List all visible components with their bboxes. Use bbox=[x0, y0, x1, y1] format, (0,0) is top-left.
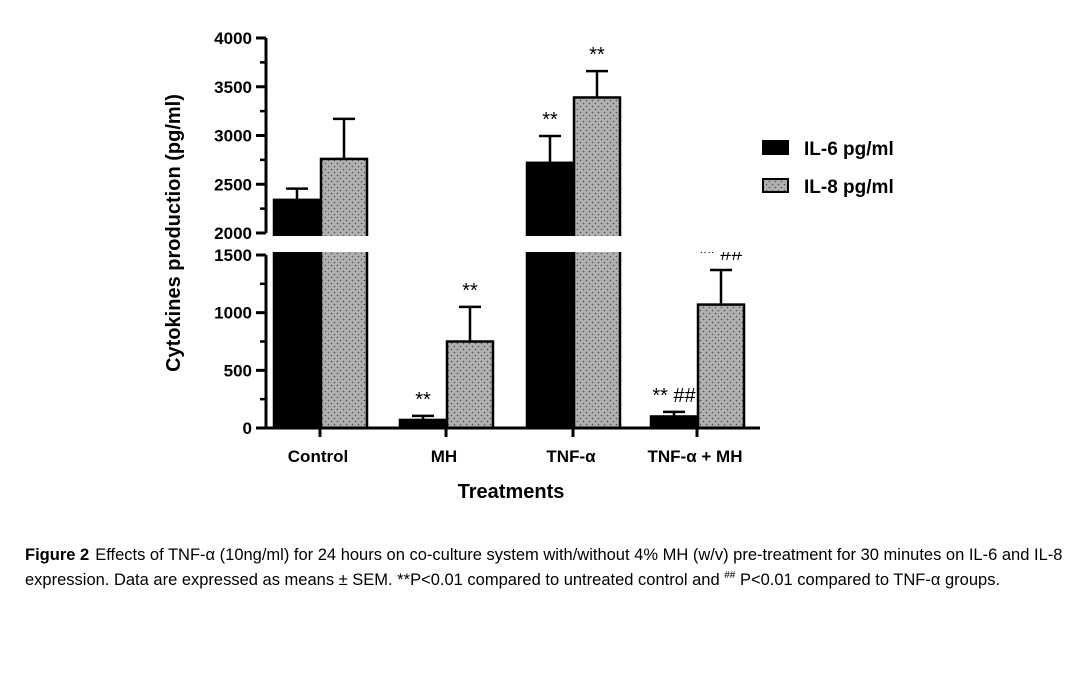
significance-label-1-1: ** bbox=[462, 280, 478, 302]
x-tick-label-0: Control bbox=[288, 447, 348, 466]
caption-sup: ## bbox=[724, 570, 736, 581]
bar-il8-1 bbox=[445, 340, 495, 430]
legend-swatch-il8 bbox=[762, 178, 789, 193]
bar-il8-3 bbox=[696, 303, 746, 430]
bar-il6-2 bbox=[525, 161, 575, 430]
y-tick-label-7: 1000 bbox=[214, 304, 252, 323]
axis-break-gap bbox=[254, 236, 762, 252]
x-tick-label-1: MH bbox=[431, 447, 457, 466]
legend: IL-6 pg/ml IL-8 pg/ml bbox=[762, 139, 894, 198]
y-tick-label-5: 0 bbox=[243, 419, 252, 438]
figure-caption: Figure 2 Effects of TNF-α (10ng/ml) for 2… bbox=[25, 543, 1065, 593]
legend-label-il8: IL-8 pg/ml bbox=[804, 177, 894, 198]
y-tick-label-6: 500 bbox=[224, 361, 252, 380]
plot-area: ****** ##****** ##2000250030003500400005… bbox=[214, 29, 762, 466]
y-tick-label-3: 3500 bbox=[214, 78, 252, 97]
y-tick-label-0: 2000 bbox=[214, 224, 252, 243]
y-axis-title: Cytokines production (pg/ml) bbox=[163, 94, 185, 372]
bar-il6-3 bbox=[649, 415, 699, 430]
x-tick-label-2: TNF-α bbox=[546, 447, 596, 466]
bar-chart: ****** ##****** ##2000250030003500400005… bbox=[163, 29, 894, 503]
legend-label-il6: IL-6 pg/ml bbox=[804, 139, 894, 160]
bar-il8-0 bbox=[319, 157, 369, 430]
y-tick-label-4: 4000 bbox=[214, 29, 252, 48]
caption-text-end: P<0.01 compared to TNF-α groups. bbox=[735, 571, 1001, 589]
significance-label-0-2: ** bbox=[542, 109, 558, 131]
significance-label-0-3: ** ## bbox=[652, 385, 696, 407]
x-axis-title: Treatments bbox=[458, 481, 565, 503]
x-tick-label-3: TNF-α + MH bbox=[648, 447, 743, 466]
figure-label: Figure 2 bbox=[25, 546, 90, 564]
significance-label-1-2: ** bbox=[589, 44, 605, 66]
y-tick-label-1: 2500 bbox=[214, 175, 252, 194]
bar-il6-0 bbox=[272, 198, 322, 430]
y-tick-label-8: 1500 bbox=[214, 246, 252, 265]
bar-il8-2 bbox=[572, 96, 622, 430]
significance-label-0-1: ** bbox=[415, 389, 431, 411]
y-tick-label-2: 3000 bbox=[214, 127, 252, 146]
caption-text: Effects of TNF-α (10ng/ml) for 24 hours … bbox=[25, 546, 1063, 589]
legend-swatch-il6 bbox=[762, 140, 789, 155]
